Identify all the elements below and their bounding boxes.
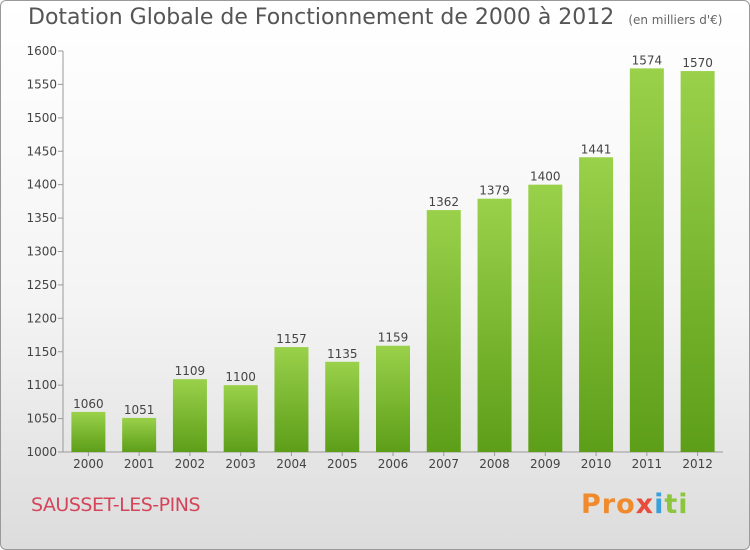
x-tick-label: 2007 — [428, 457, 459, 471]
y-tick-label: 1250 — [26, 278, 57, 292]
bar-2009 — [528, 184, 563, 452]
bar-value-label: 1051 — [124, 403, 155, 417]
bar-2010 — [579, 157, 614, 452]
bar-value-label: 1400 — [530, 170, 561, 184]
y-tick-label: 1550 — [26, 77, 57, 91]
bar-value-label: 1159 — [378, 331, 409, 345]
y-tick-label: 1300 — [26, 245, 57, 259]
bar-value-label: 1362 — [428, 195, 459, 209]
bar-2001 — [122, 417, 157, 452]
bar-value-label: 1109 — [175, 364, 206, 378]
bar-2004 — [274, 347, 309, 452]
bar-value-label: 1157 — [276, 332, 307, 346]
bar-value-label: 1379 — [479, 184, 510, 198]
bar-2006 — [376, 345, 410, 452]
x-tick-label: 2006 — [378, 457, 409, 471]
y-tick-label: 1150 — [26, 345, 57, 359]
y-tick-label: 1100 — [26, 378, 57, 392]
x-tick-label: 2004 — [276, 457, 307, 471]
x-tick-label: 2005 — [327, 457, 358, 471]
chart-title-text: Dotation Globale de Fonctionnement de 20… — [28, 5, 615, 30]
bar-value-label: 1135 — [327, 347, 358, 361]
bar-2000 — [71, 411, 106, 452]
x-tick-label: 2003 — [225, 457, 256, 471]
x-tick-label: 2002 — [175, 457, 206, 471]
chart-unit: (en milliers d'€) — [628, 13, 723, 27]
bar-value-label: 1100 — [225, 370, 256, 384]
y-tick-label: 1200 — [26, 311, 57, 325]
bar-value-label: 1060 — [73, 397, 104, 411]
logo-part-3: i — [654, 489, 665, 520]
bar-2002 — [172, 379, 207, 452]
y-tick-label: 1600 — [26, 44, 57, 58]
bar-value-label: 1574 — [632, 53, 663, 67]
x-tick-label: 2012 — [682, 457, 713, 471]
x-tick-label: 2010 — [581, 457, 612, 471]
y-tick-label: 1050 — [26, 412, 57, 426]
x-tick-label: 2001 — [124, 457, 155, 471]
logo-part-1: Pro — [581, 489, 636, 520]
x-tick-label: 2008 — [479, 457, 510, 471]
chart-bars: 1060 1051 1109 1100 1157 1135 1159 1362 1379 1400… — [71, 53, 715, 453]
chart-title: Dotation Globale de Fonctionnement de 20… — [28, 5, 722, 30]
bar-2011 — [629, 68, 664, 453]
commune-name: SAUSSET-LES-PINS — [31, 494, 201, 516]
bar-2007 — [426, 210, 461, 452]
chart-axes: 1000 1050 1100 1150 1200 1250 1300 1350 1400 1450… — [26, 44, 723, 471]
y-tick-label: 1000 — [26, 445, 57, 459]
x-tick-label: 2000 — [73, 457, 104, 471]
bar-2012 — [680, 71, 715, 453]
bar-value-label: 1570 — [682, 56, 713, 70]
proxiti-logo: Proxiti — [581, 489, 689, 520]
bar-2003 — [223, 385, 258, 452]
y-tick-label: 1500 — [26, 111, 57, 125]
bar-value-label: 1441 — [581, 142, 612, 156]
logo-part-4: ti — [664, 489, 689, 520]
y-tick-label: 1350 — [26, 211, 57, 225]
x-tick-label: 2011 — [632, 457, 663, 471]
bar-2008 — [477, 198, 512, 452]
y-tick-label: 1400 — [26, 178, 57, 192]
logo-part-2: x — [635, 489, 655, 520]
bar-2005 — [325, 361, 360, 452]
y-tick-label: 1450 — [26, 144, 57, 158]
x-tick-label: 2009 — [530, 457, 561, 471]
